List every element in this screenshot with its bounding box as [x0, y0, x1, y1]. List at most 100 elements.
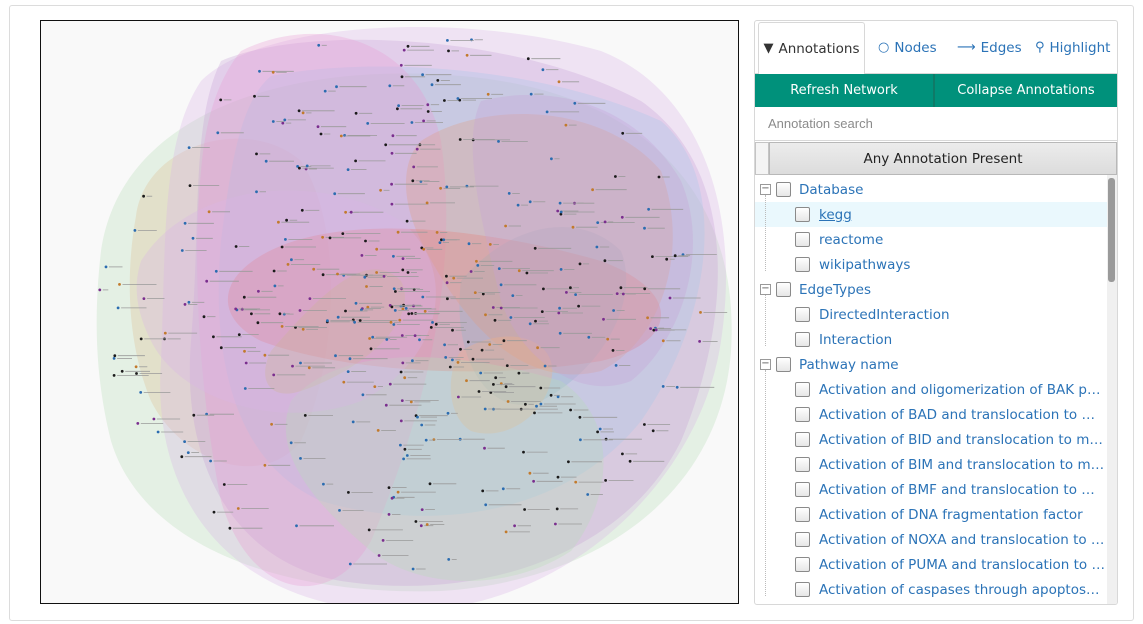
network-node[interactable]	[373, 385, 377, 388]
network-node[interactable]	[346, 168, 350, 172]
network-node[interactable]	[476, 264, 480, 267]
item-checkbox[interactable]	[795, 482, 810, 497]
group-checkbox[interactable]	[776, 182, 791, 197]
annotation-search-input[interactable]	[755, 107, 1117, 141]
network-node[interactable]	[536, 346, 539, 350]
tree-item[interactable]: Activation of BIM and translocation to m…	[755, 452, 1107, 477]
network-node[interactable]	[280, 325, 284, 328]
network-node[interactable]	[273, 284, 277, 288]
network-node[interactable]	[604, 479, 607, 482]
network-node[interactable]	[647, 207, 650, 211]
tree-item[interactable]: DirectedInteraction	[755, 302, 1107, 327]
any-annotation-button[interactable]: Any Annotation Present	[769, 142, 1117, 175]
network-node[interactable]	[291, 364, 294, 368]
network-node[interactable]	[432, 438, 436, 441]
network-node[interactable]	[423, 309, 427, 313]
network-node[interactable]	[448, 365, 452, 369]
network-node[interactable]	[614, 175, 617, 178]
network-node[interactable]	[469, 270, 473, 273]
network-node[interactable]	[457, 395, 460, 399]
network-node[interactable]	[280, 245, 284, 249]
network-node[interactable]	[113, 354, 117, 358]
network-node[interactable]	[319, 132, 323, 136]
network-node[interactable]	[458, 138, 462, 141]
network-node[interactable]	[465, 379, 468, 383]
network-node[interactable]	[402, 48, 406, 52]
network-node[interactable]	[480, 348, 484, 352]
network-node[interactable]	[416, 415, 419, 419]
network-node[interactable]	[118, 283, 121, 286]
network-node[interactable]	[263, 353, 267, 357]
network-node[interactable]	[465, 53, 469, 57]
network-node[interactable]	[504, 224, 507, 228]
network-node[interactable]	[615, 292, 619, 295]
network-node[interactable]	[396, 490, 400, 494]
network-node[interactable]	[665, 257, 669, 261]
network-node[interactable]	[297, 109, 301, 113]
network-node[interactable]	[517, 269, 521, 273]
network-node[interactable]	[381, 539, 385, 542]
network-node[interactable]	[643, 287, 647, 291]
network-node[interactable]	[263, 463, 267, 467]
network-node[interactable]	[305, 164, 309, 168]
network-graph[interactable]	[41, 21, 739, 604]
network-node[interactable]	[443, 343, 446, 347]
network-node[interactable]	[504, 530, 508, 534]
network-node[interactable]	[270, 422, 273, 426]
network-node[interactable]	[420, 508, 424, 511]
network-node[interactable]	[439, 186, 442, 190]
network-nodes[interactable]	[98, 38, 728, 571]
network-node[interactable]	[384, 143, 388, 147]
network-node[interactable]	[523, 508, 526, 511]
network-node[interactable]	[657, 175, 661, 179]
tree-item[interactable]: Activation of PUMA and translocation to …	[755, 552, 1107, 577]
network-node[interactable]	[506, 400, 510, 403]
network-node[interactable]	[425, 201, 429, 205]
network-node[interactable]	[180, 249, 184, 252]
network-node[interactable]	[445, 185, 449, 189]
item-checkbox[interactable]	[795, 432, 810, 447]
item-checkbox[interactable]	[795, 257, 810, 272]
network-node[interactable]	[483, 446, 486, 450]
group-checkbox[interactable]	[776, 357, 791, 372]
tree-item-label[interactable]: reactome	[819, 231, 884, 248]
network-node[interactable]	[212, 510, 216, 514]
network-node[interactable]	[299, 361, 302, 365]
tree-item-label[interactable]: DirectedInteraction	[819, 306, 950, 323]
network-node[interactable]	[243, 349, 246, 353]
collapse-icon[interactable]: −	[760, 283, 771, 295]
network-node[interactable]	[550, 157, 553, 161]
network-node[interactable]	[596, 221, 600, 225]
refresh-network-button[interactable]: Refresh Network	[755, 74, 935, 107]
network-node[interactable]	[354, 111, 358, 115]
network-node[interactable]	[407, 312, 411, 316]
network-node[interactable]	[393, 309, 397, 312]
network-node[interactable]	[317, 43, 321, 47]
network-node[interactable]	[591, 188, 594, 192]
network-node[interactable]	[442, 238, 446, 242]
collapse-icon[interactable]: −	[760, 358, 771, 370]
network-node[interactable]	[336, 315, 340, 319]
network-node[interactable]	[207, 210, 211, 214]
network-node[interactable]	[272, 373, 276, 377]
network-node[interactable]	[556, 209, 560, 213]
network-node[interactable]	[549, 393, 553, 397]
network-node[interactable]	[525, 271, 529, 275]
network-node[interactable]	[136, 422, 140, 425]
network-node[interactable]	[545, 110, 549, 114]
network-node[interactable]	[499, 306, 503, 310]
network-node[interactable]	[409, 400, 413, 404]
network-node[interactable]	[295, 524, 298, 528]
network-node[interactable]	[285, 218, 288, 222]
network-node[interactable]	[573, 101, 577, 105]
network-node[interactable]	[283, 118, 287, 122]
item-checkbox[interactable]	[795, 382, 810, 397]
network-node[interactable]	[492, 383, 495, 386]
network-node[interactable]	[277, 220, 280, 224]
network-node[interactable]	[446, 411, 450, 415]
network-node[interactable]	[364, 239, 367, 243]
tree-item-label[interactable]: kegg	[819, 206, 852, 223]
network-node[interactable]	[186, 451, 190, 454]
tree-group[interactable]: − Database	[755, 177, 1107, 202]
network-node[interactable]	[533, 246, 537, 250]
